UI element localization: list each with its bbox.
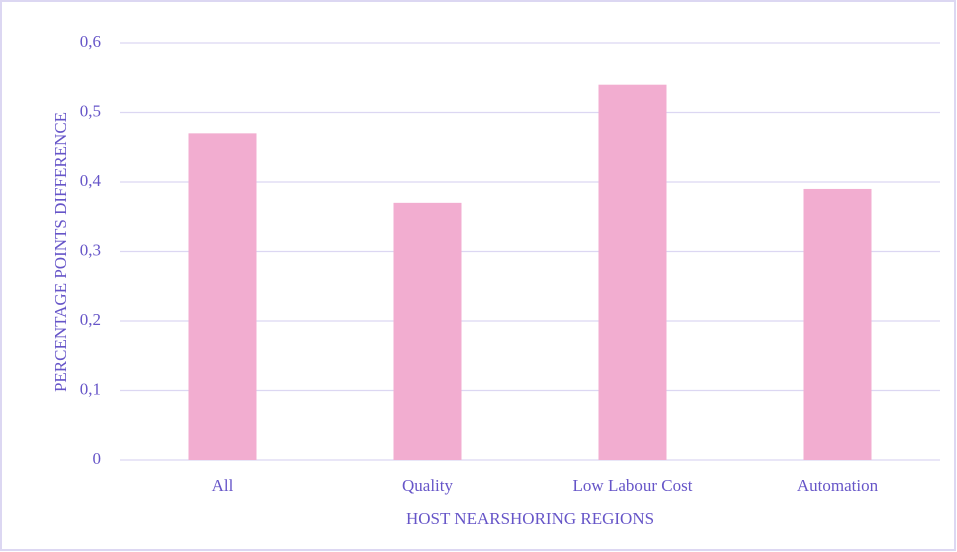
bar [188,133,257,460]
bar [598,84,667,460]
y-axis-title: PERCENTAGE POINTS DIFFERENCE [51,112,70,392]
y-tick-label: 0,2 [80,310,101,329]
x-tick-label: All [212,476,234,495]
y-tick-label: 0,3 [80,240,101,259]
bar [803,188,872,460]
x-tick-label: Automation [797,476,879,495]
x-tick-label: Quality [402,476,453,495]
y-tick-label: 0,4 [80,171,102,190]
y-tick-label: 0,6 [80,32,101,51]
bar [393,202,462,460]
y-tick-label: 0,5 [80,101,101,120]
y-tick-label: 0,1 [80,379,101,398]
x-tick-label: Low Labour Cost [573,476,693,495]
y-tick-label: 0 [93,449,102,468]
x-axis-title: HOST NEARSHORING REGIONS [406,509,654,528]
